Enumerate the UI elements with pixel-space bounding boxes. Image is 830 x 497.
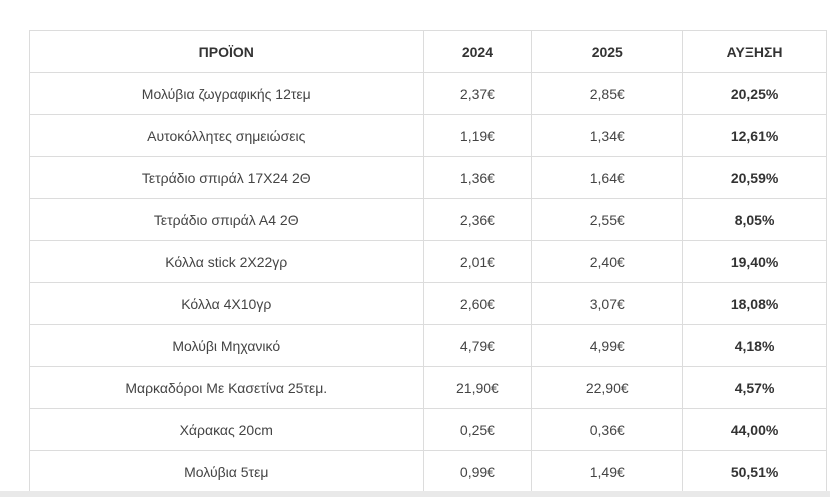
price-2024: 2,36€ [424, 199, 533, 240]
product-name: Χάρακας 20cm [30, 409, 424, 450]
bottom-edge-bar [0, 491, 830, 497]
table-row: Κόλλα stick 2X22γρ 2,01€ 2,40€ 19,40% [30, 241, 827, 283]
table-row: Τετράδιο σπιράλ Α4 2Θ 2,36€ 2,55€ 8,05% [30, 199, 827, 241]
price-2025: 22,90€ [532, 367, 684, 408]
increase-percent: 12,61% [683, 115, 827, 156]
product-name: Τετράδιο σπιράλ Α4 2Θ [30, 199, 424, 240]
price-2024: 0,99€ [424, 451, 533, 492]
header-2024: 2024 [424, 31, 533, 72]
header-product: ΠΡΟΪΟΝ [30, 31, 424, 72]
product-name: Μολύβια ζωγραφικής 12τεμ [30, 73, 424, 114]
product-name: Κόλλα stick 2X22γρ [30, 241, 424, 282]
table-row: Μολύβι Μηχανικό 4,79€ 4,99€ 4,18% [30, 325, 827, 367]
header-increase: ΑΥΞΗΣΗ [683, 31, 827, 72]
table-row: Τετράδιο σπιράλ 17Χ24 2Θ 1,36€ 1,64€ 20,… [30, 157, 827, 199]
product-name: Αυτοκόλλητες σημειώσεις [30, 115, 424, 156]
increase-percent: 18,08% [683, 283, 827, 324]
increase-percent: 20,59% [683, 157, 827, 198]
price-2024: 2,37€ [424, 73, 533, 114]
price-2025: 2,55€ [532, 199, 684, 240]
table-row: Κόλλα 4Χ10γρ 2,60€ 3,07€ 18,08% [30, 283, 827, 325]
price-2025: 2,85€ [532, 73, 684, 114]
price-2024: 2,60€ [424, 283, 533, 324]
price-2024: 1,19€ [424, 115, 533, 156]
increase-percent: 50,51% [683, 451, 827, 492]
table-row: Χάρακας 20cm 0,25€ 0,36€ 44,00% [30, 409, 827, 451]
table-row: Μαρκαδόροι Με Κασετίνα 25τεμ. 21,90€ 22,… [30, 367, 827, 409]
price-2025: 1,34€ [532, 115, 684, 156]
price-2025: 0,36€ [532, 409, 684, 450]
product-name: Κόλλα 4Χ10γρ [30, 283, 424, 324]
product-name: Μολύβια 5τεμ [30, 451, 424, 492]
price-2025: 4,99€ [532, 325, 684, 366]
table-header-row: ΠΡΟΪΟΝ 2024 2025 ΑΥΞΗΣΗ [30, 31, 827, 73]
product-name: Τετράδιο σπιράλ 17Χ24 2Θ [30, 157, 424, 198]
price-2025: 2,40€ [532, 241, 684, 282]
price-2024: 21,90€ [424, 367, 533, 408]
price-2024: 2,01€ [424, 241, 533, 282]
price-2025: 1,49€ [532, 451, 684, 492]
product-name: Μολύβι Μηχανικό [30, 325, 424, 366]
increase-percent: 4,18% [683, 325, 827, 366]
price-2024: 0,25€ [424, 409, 533, 450]
increase-percent: 44,00% [683, 409, 827, 450]
table-row: Μολύβια ζωγραφικής 12τεμ 2,37€ 2,85€ 20,… [30, 73, 827, 115]
price-2024: 4,79€ [424, 325, 533, 366]
increase-percent: 4,57% [683, 367, 827, 408]
increase-percent: 20,25% [683, 73, 827, 114]
price-comparison-table: ΠΡΟΪΟΝ 2024 2025 ΑΥΞΗΣΗ Μολύβια ζωγραφικ… [29, 30, 827, 493]
header-2025: 2025 [532, 31, 684, 72]
increase-percent: 8,05% [683, 199, 827, 240]
price-2025: 1,64€ [532, 157, 684, 198]
table-row: Αυτοκόλλητες σημειώσεις 1,19€ 1,34€ 12,6… [30, 115, 827, 157]
table-row: Μολύβια 5τεμ 0,99€ 1,49€ 50,51% [30, 451, 827, 493]
price-2025: 3,07€ [532, 283, 684, 324]
increase-percent: 19,40% [683, 241, 827, 282]
product-name: Μαρκαδόροι Με Κασετίνα 25τεμ. [30, 367, 424, 408]
price-2024: 1,36€ [424, 157, 533, 198]
